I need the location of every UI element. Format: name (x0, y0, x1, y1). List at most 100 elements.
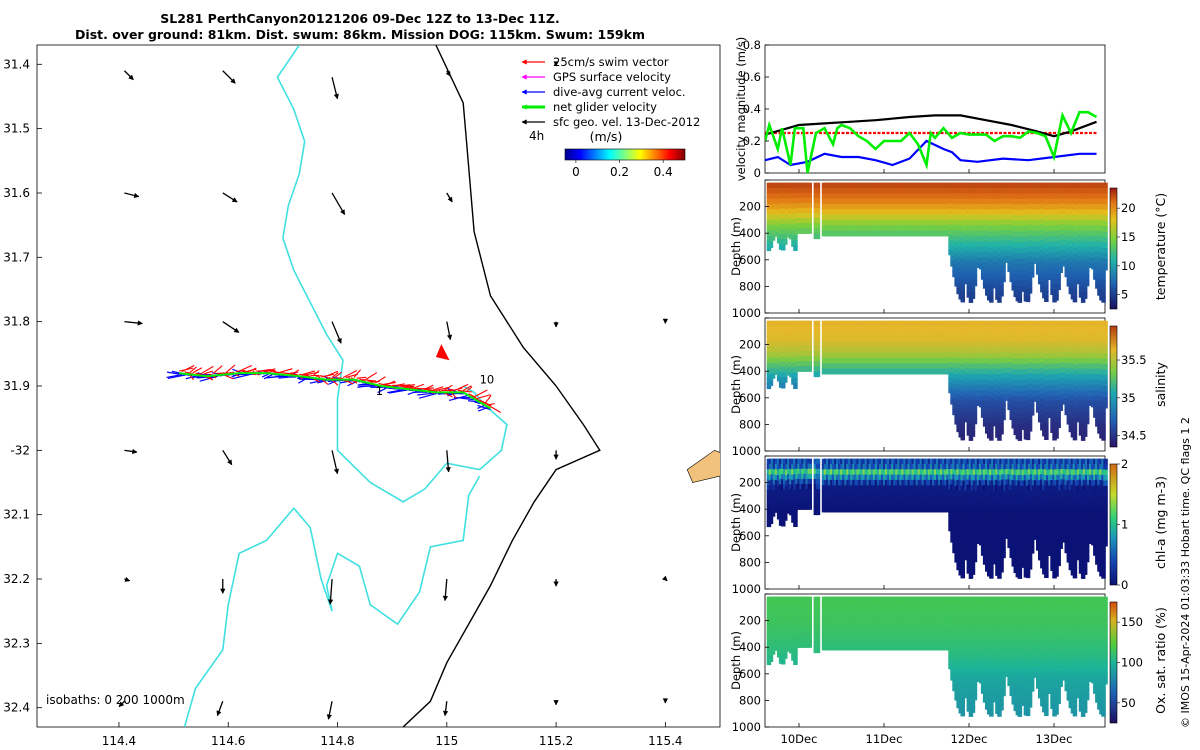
swim-vector (432, 386, 444, 391)
land-polygon (686, 449, 720, 483)
legend-arrow-head (521, 104, 527, 110)
profile-segment (1044, 285, 1049, 292)
profile-segment (815, 351, 821, 357)
profile-segment (1054, 427, 1059, 434)
profile-segment (783, 377, 788, 383)
geo-velocity-arrow (124, 448, 138, 455)
profile-segment (1082, 293, 1088, 299)
geo-velocity-arrow (662, 318, 669, 325)
map-y-tick-label: 32.2 (3, 572, 30, 586)
profile-segment (1072, 423, 1078, 430)
colorbar-tick-label: 0 (572, 165, 580, 179)
profile-segment (1027, 277, 1033, 284)
swim-vector-cluster (435, 344, 450, 361)
profile-segment (1082, 425, 1088, 432)
profile-columns (766, 182, 1108, 303)
velocity-y-tick-label: 0.4 (743, 102, 761, 116)
geo-velocity-arrow (553, 700, 559, 706)
geo-velocity-arrow-head (553, 322, 559, 328)
speed-colorbar (564, 148, 686, 161)
profile-segment (793, 372, 798, 379)
swim-vector (203, 370, 213, 375)
profile-segment (1082, 287, 1088, 294)
profile-segment (1101, 280, 1106, 287)
velocity-panel-frame (764, 44, 1106, 174)
profile-segment (815, 218, 821, 224)
swim-vector (212, 365, 223, 375)
swim-vector (299, 373, 309, 377)
profile-segment (960, 280, 965, 287)
profile-segment (1025, 290, 1031, 297)
profile-segment (1054, 294, 1059, 301)
current-vector (418, 391, 428, 393)
profile-segment (1087, 262, 1092, 268)
profile-segment (1025, 296, 1031, 303)
legend-entry: 25cm/s swim vector (553, 55, 669, 69)
profile-segment (1044, 290, 1049, 297)
geo-velocity-arrow-head (336, 337, 342, 344)
profile-segment (815, 197, 821, 204)
geo-velocity-arrow (442, 578, 449, 602)
geo-velocity-arrow (553, 450, 559, 460)
profile-segment (1072, 434, 1078, 441)
map-x-tick-label: 114.8 (320, 734, 354, 748)
profile-segment (768, 380, 774, 386)
swim-vector (225, 364, 236, 373)
geo-velocity-arrow-head (326, 714, 333, 720)
profile-segment (989, 280, 994, 287)
profile-segment (1027, 420, 1033, 427)
profile-segment (960, 434, 965, 441)
profile-segment (1084, 407, 1090, 414)
geo-velocity-arrow-head (662, 318, 669, 325)
profile-segment (807, 325, 812, 332)
swim-vector (192, 367, 203, 374)
profile-segment (1072, 418, 1078, 425)
profile-segment (960, 423, 965, 430)
geo-velocity-arrow-head (124, 576, 131, 582)
geo-velocity-arrow (553, 321, 559, 328)
profile-segment (1058, 261, 1063, 268)
profile-segment (974, 262, 980, 268)
profile-segment (807, 202, 812, 209)
profile-segment (815, 325, 821, 332)
geo-velocity-arrow-head (442, 595, 449, 602)
swim-vector (402, 383, 416, 388)
profile-segment (1029, 399, 1035, 406)
geo-velocity-arrow-head (220, 588, 226, 594)
map-y-tick-label: 31.4 (3, 57, 30, 71)
geo-velocity-arrow-head (553, 61, 559, 67)
map-y-tick-label: -32 (10, 443, 30, 457)
profile-segment (781, 244, 786, 251)
velocity-series-group (765, 110, 1098, 173)
profile-segment (972, 418, 978, 425)
profile-segment (1044, 274, 1049, 281)
profile-segment (1072, 280, 1078, 287)
profile-segment (815, 366, 821, 373)
profile-segment (815, 346, 821, 352)
profile-segment (1072, 407, 1078, 414)
profile-segment (1101, 275, 1106, 281)
colorbar-tick-label: 10 (1121, 259, 1136, 273)
profile-segment (1056, 411, 1061, 418)
profile-segment (1101, 269, 1106, 276)
geo-velocity-arrow (124, 192, 140, 199)
profile-segment (807, 207, 812, 214)
current-vector (166, 373, 183, 379)
profile-segment (1056, 273, 1061, 280)
colorbar-tick-label: 20 (1121, 201, 1136, 215)
profile-segment (793, 234, 798, 241)
profile-segment (999, 428, 1004, 435)
geo-velocity-arrow-head (445, 467, 451, 473)
profile-segment (1103, 253, 1108, 260)
profile-segment (1087, 256, 1092, 263)
swim-vector (279, 368, 293, 373)
map-y-tick-label: 31.7 (3, 250, 30, 264)
profile-segment (972, 274, 978, 281)
profile-segment (1058, 405, 1063, 411)
profile-segment (1101, 291, 1106, 298)
profile-segment (815, 233, 821, 240)
profile-segment (1029, 266, 1035, 273)
profile-segment (997, 296, 1002, 303)
profile-segment (815, 330, 821, 337)
